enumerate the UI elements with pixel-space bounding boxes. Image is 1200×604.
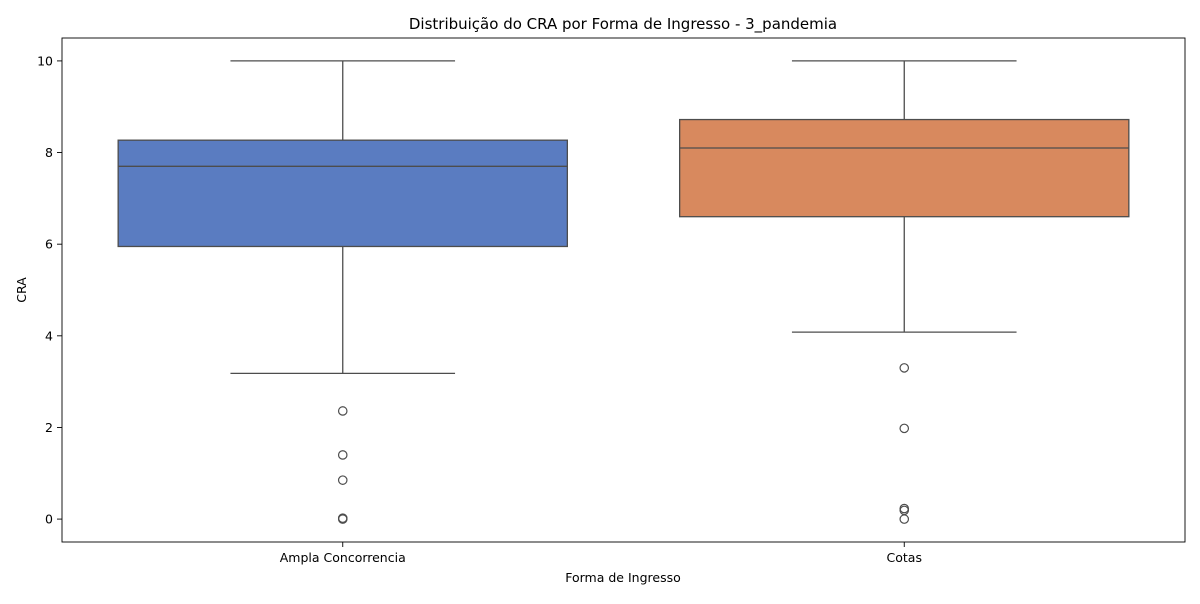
chart-title: Distribuição do CRA por Forma de Ingress… [409,15,837,34]
y-tick-label: 0 [45,512,53,527]
plot-frame [61,37,1186,543]
outlier-point [337,450,348,460]
x-tick-label: Ampla Concorrencia [280,550,406,565]
outlier-point [899,363,910,373]
outlier-point [899,423,910,434]
y-tick-label: 4 [45,328,53,343]
y-tick-label: 6 [45,237,53,252]
x-tick-label: Cotas [887,550,922,565]
y-axis-label: CRA [14,277,29,303]
x-axis-label: Forma de Ingresso [565,570,681,585]
outlier-point [337,406,348,416]
box-iqr [117,139,569,248]
box-iqr [679,118,1130,218]
y-tick-label: 2 [45,420,53,435]
y-tick-label: 10 [37,53,53,68]
plot-area: 0 2 4 6 8 10 Ampla Concorrencia Cotas [37,37,1186,565]
outlier-point [337,475,348,485]
outlier-point [337,514,348,524]
outlier-point [899,514,910,524]
y-tick-label: 8 [45,145,53,160]
